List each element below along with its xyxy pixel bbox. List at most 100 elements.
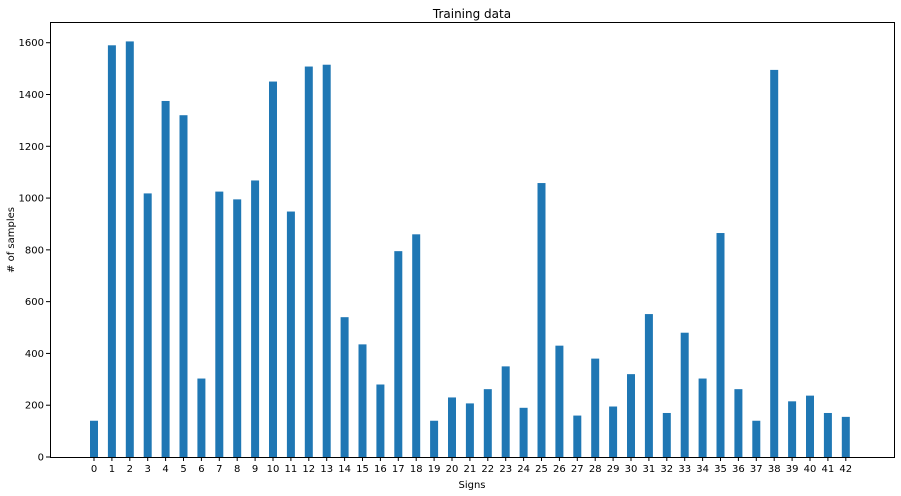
bars-group bbox=[90, 41, 850, 458]
x-tick-label-5: 5 bbox=[180, 464, 186, 475]
x-tick-label-41: 41 bbox=[822, 464, 835, 475]
bar-24 bbox=[519, 407, 528, 457]
y-tick-label-1200: 1200 bbox=[19, 142, 44, 153]
y-axis-ticks: 0 200 400 600 800 1000 1200 1400 1600 bbox=[19, 38, 50, 464]
bar-4 bbox=[161, 100, 170, 457]
bar-27 bbox=[573, 415, 582, 457]
y-axis-label: # of samples bbox=[6, 207, 17, 273]
x-tick-label-19: 19 bbox=[428, 464, 441, 475]
bar-19 bbox=[430, 420, 439, 457]
y-tick-label-600: 600 bbox=[25, 297, 44, 308]
y-tick-label-1400: 1400 bbox=[19, 90, 44, 101]
bar-28 bbox=[591, 358, 600, 457]
bar-35 bbox=[716, 233, 725, 457]
bar-26 bbox=[555, 345, 564, 457]
x-tick-label-40: 40 bbox=[804, 464, 817, 475]
bar-3 bbox=[143, 193, 152, 457]
x-tick-label-20: 20 bbox=[446, 464, 459, 475]
bar-18 bbox=[412, 234, 421, 457]
y-tick-label-400: 400 bbox=[25, 349, 44, 360]
bar-42 bbox=[841, 416, 850, 457]
bar-16 bbox=[376, 384, 385, 457]
y-tick-label-200: 200 bbox=[25, 401, 44, 412]
y-tick-label-1000: 1000 bbox=[19, 194, 44, 205]
bar-22 bbox=[483, 389, 492, 457]
y-tick-label-800: 800 bbox=[25, 245, 44, 256]
x-tick-label-27: 27 bbox=[571, 464, 584, 475]
bar-37 bbox=[752, 420, 761, 457]
x-tick-label-26: 26 bbox=[553, 464, 566, 475]
x-axis-ticks: 0 1 2 3 4 5 6 7 8 9 10 11 12 13 14 15 16 17 18 19 20 21 22 23 24… bbox=[91, 457, 852, 475]
x-axis-label: Signs bbox=[458, 480, 485, 491]
x-tick-label-8: 8 bbox=[234, 464, 240, 475]
x-tick-label-6: 6 bbox=[198, 464, 204, 475]
bar-17 bbox=[394, 251, 403, 457]
x-tick-label-12: 12 bbox=[302, 464, 315, 475]
bar-36 bbox=[734, 389, 743, 457]
bar-33 bbox=[680, 332, 689, 457]
bar-29 bbox=[609, 406, 618, 457]
bar-14 bbox=[340, 317, 349, 457]
chart-title: Training data bbox=[432, 7, 511, 21]
x-tick-label-21: 21 bbox=[464, 464, 477, 475]
bar-13 bbox=[322, 64, 331, 457]
x-tick-label-1: 1 bbox=[109, 464, 115, 475]
x-tick-label-36: 36 bbox=[732, 464, 745, 475]
bar-10 bbox=[269, 81, 277, 458]
bar-21 bbox=[465, 403, 474, 457]
x-tick-label-39: 39 bbox=[786, 464, 799, 475]
x-tick-label-38: 38 bbox=[768, 464, 781, 475]
bar-39 bbox=[788, 401, 797, 457]
bar-20 bbox=[448, 397, 456, 457]
x-tick-label-11: 11 bbox=[285, 464, 298, 475]
x-tick-label-28: 28 bbox=[589, 464, 602, 475]
x-tick-label-34: 34 bbox=[696, 464, 709, 475]
x-tick-label-17: 17 bbox=[392, 464, 405, 475]
bar-1 bbox=[107, 45, 116, 458]
bar-7 bbox=[215, 191, 224, 457]
x-tick-label-7: 7 bbox=[216, 464, 222, 475]
x-tick-label-30: 30 bbox=[625, 464, 638, 475]
x-tick-label-33: 33 bbox=[678, 464, 691, 475]
bar-40 bbox=[806, 395, 814, 457]
bar-12 bbox=[304, 66, 313, 457]
x-tick-label-22: 22 bbox=[481, 464, 494, 475]
bar-23 bbox=[501, 366, 510, 458]
x-tick-label-0: 0 bbox=[91, 464, 97, 475]
bar-32 bbox=[662, 412, 671, 457]
bar-0 bbox=[90, 420, 98, 457]
bar-2 bbox=[125, 41, 134, 458]
x-tick-label-16: 16 bbox=[374, 464, 387, 475]
bar-38 bbox=[770, 69, 779, 458]
x-tick-label-2: 2 bbox=[127, 464, 133, 475]
x-tick-label-3: 3 bbox=[145, 464, 151, 475]
x-tick-label-37: 37 bbox=[750, 464, 763, 475]
x-tick-label-4: 4 bbox=[162, 464, 168, 475]
y-tick-label-1600: 1600 bbox=[19, 38, 44, 49]
bar-30 bbox=[627, 374, 635, 457]
x-tick-label-42: 42 bbox=[839, 464, 852, 475]
bar-6 bbox=[197, 378, 206, 457]
bar-5 bbox=[179, 115, 188, 458]
bar-25 bbox=[537, 183, 546, 458]
x-tick-label-35: 35 bbox=[714, 464, 727, 475]
x-tick-label-24: 24 bbox=[517, 464, 530, 475]
bar-11 bbox=[286, 211, 295, 457]
x-tick-label-15: 15 bbox=[356, 464, 369, 475]
bar-31 bbox=[644, 314, 653, 457]
x-tick-label-10: 10 bbox=[267, 464, 280, 475]
x-tick-label-23: 23 bbox=[499, 464, 512, 475]
bar-8 bbox=[233, 199, 242, 457]
x-tick-label-9: 9 bbox=[252, 464, 258, 475]
bar-34 bbox=[698, 378, 707, 457]
x-tick-label-32: 32 bbox=[660, 464, 673, 475]
x-tick-label-13: 13 bbox=[320, 464, 333, 475]
plot-frame bbox=[50, 22, 895, 458]
x-tick-label-18: 18 bbox=[410, 464, 423, 475]
bar-15 bbox=[358, 344, 367, 457]
x-tick-label-25: 25 bbox=[535, 464, 548, 475]
x-tick-label-14: 14 bbox=[338, 464, 351, 475]
bar-9 bbox=[251, 180, 260, 457]
y-tick-label-0: 0 bbox=[38, 453, 44, 464]
